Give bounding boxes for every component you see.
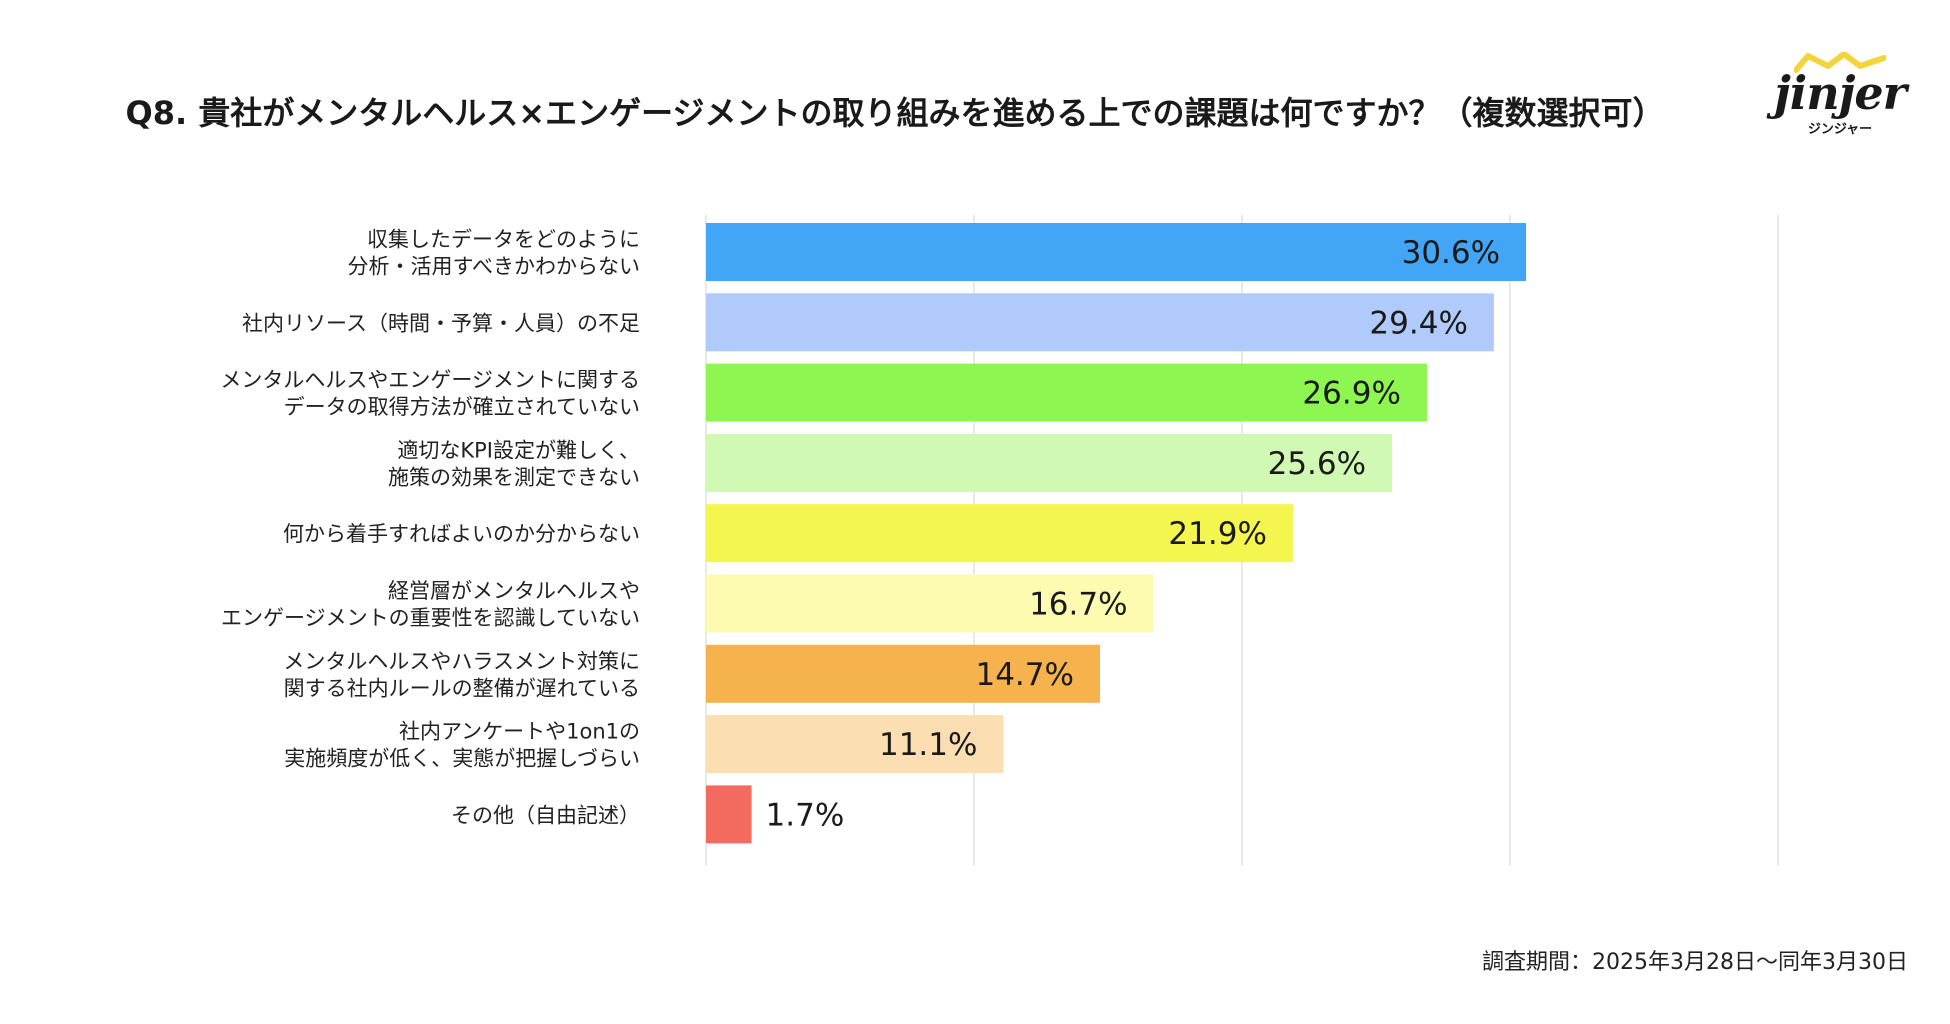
bar-5 — [706, 574, 1154, 633]
category-label-7-line-0: 社内アンケートや1on1の — [399, 720, 640, 744]
value-label-1: 29.4% — [1369, 305, 1467, 341]
category-label-0: 収集したデータをどのように分析・活用すべきかわからない — [347, 228, 640, 279]
value-label-7: 11.1% — [879, 727, 977, 763]
value-label-5: 16.7% — [1029, 587, 1127, 623]
value-label-0: 30.6% — [1402, 235, 1500, 271]
bar-7 — [706, 715, 1004, 774]
crown-icon — [1794, 52, 1886, 73]
category-label-8-line-0: その他（自由記述） — [451, 803, 640, 827]
bar-1 — [706, 293, 1494, 352]
category-label-0-line-1: 分析・活用すべきかわからない — [347, 255, 640, 279]
category-label-2-line-1: データの取得方法が確立されていない — [284, 395, 640, 419]
category-label-layer: 収集したデータをどのように分析・活用すべきかわからない社内リソース（時間・予算・… — [220, 228, 640, 828]
bar-8 — [706, 785, 752, 844]
category-label-6-line-1: 関する社内ルールの整備が遅れている — [284, 676, 640, 700]
category-label-2: メンタルヘルスやエンゲージメントに関するデータの取得方法が確立されていない — [220, 368, 640, 419]
category-label-4-line-0: 何から着手すればよいのか分からない — [283, 522, 640, 546]
category-label-0-line-0: 収集したデータをどのように — [367, 228, 640, 252]
category-label-2-line-0: メンタルヘルスやエンゲージメントに関する — [220, 368, 640, 392]
bar-4 — [706, 504, 1293, 563]
category-label-6: メンタルヘルスやハラスメント対策に関する社内ルールの整備が遅れている — [283, 649, 640, 700]
bar-2 — [706, 363, 1427, 422]
category-label-1: 社内リソース（時間・予算・人員）の不足 — [242, 311, 640, 335]
category-label-3: 適切なKPI設定が難しく、施策の効果を測定できない — [388, 438, 640, 489]
value-label-8: 1.7% — [766, 797, 845, 833]
logo-subtitle: ジンジャー — [1807, 122, 1873, 137]
value-label-2: 26.9% — [1302, 376, 1400, 412]
category-label-5-line-0: 経営層がメンタルヘルスや — [388, 579, 640, 603]
chart-title: Q8. 貴社がメンタルヘルス×エンゲージメントの取り組みを進める上での課題は何で… — [125, 94, 1665, 132]
value-label-6: 14.7% — [975, 657, 1073, 693]
category-label-1-line-0: 社内リソース（時間・予算・人員）の不足 — [242, 311, 640, 335]
bar-6 — [706, 644, 1100, 703]
survey-period-note: 調査期間：2025年3月28日〜同年3月30日 — [1482, 950, 1908, 975]
category-label-5-line-1: エンゲージメントの重要性を認識していない — [221, 606, 640, 630]
bar-3 — [706, 433, 1393, 492]
logo-wordmark: jinjer — [1774, 66, 1907, 120]
category-label-5: 経営層がメンタルヘルスやエンゲージメントの重要性を認識していない — [221, 579, 640, 630]
category-label-3-line-1: 施策の効果を測定できない — [388, 465, 640, 489]
category-label-7: 社内アンケートや1on1の実施頻度が低く、実態が把握しづらい — [284, 720, 640, 771]
value-label-4: 21.9% — [1168, 516, 1266, 552]
category-label-6-line-0: メンタルヘルスやハラスメント対策に — [283, 649, 640, 673]
value-label-3: 25.6% — [1268, 446, 1366, 482]
bar-0 — [706, 223, 1527, 281]
value-label-layer: 30.6% 29.4% 26.9% 25.6%21.9% 16.7% 14.7% 11.1%… — [766, 235, 1501, 833]
category-label-3-line-0: 適切なKPI設定が難しく、 — [397, 438, 640, 462]
bar-layer — [706, 223, 1527, 844]
category-label-4: 何から着手すればよいのか分からない — [283, 522, 640, 546]
jinjer-logo: jinjer ジンジャー — [1770, 52, 1910, 142]
category-label-8: その他（自由記述） — [451, 803, 640, 827]
category-label-7-line-1: 実施頻度が低く、実態が把握しづらい — [284, 747, 640, 771]
